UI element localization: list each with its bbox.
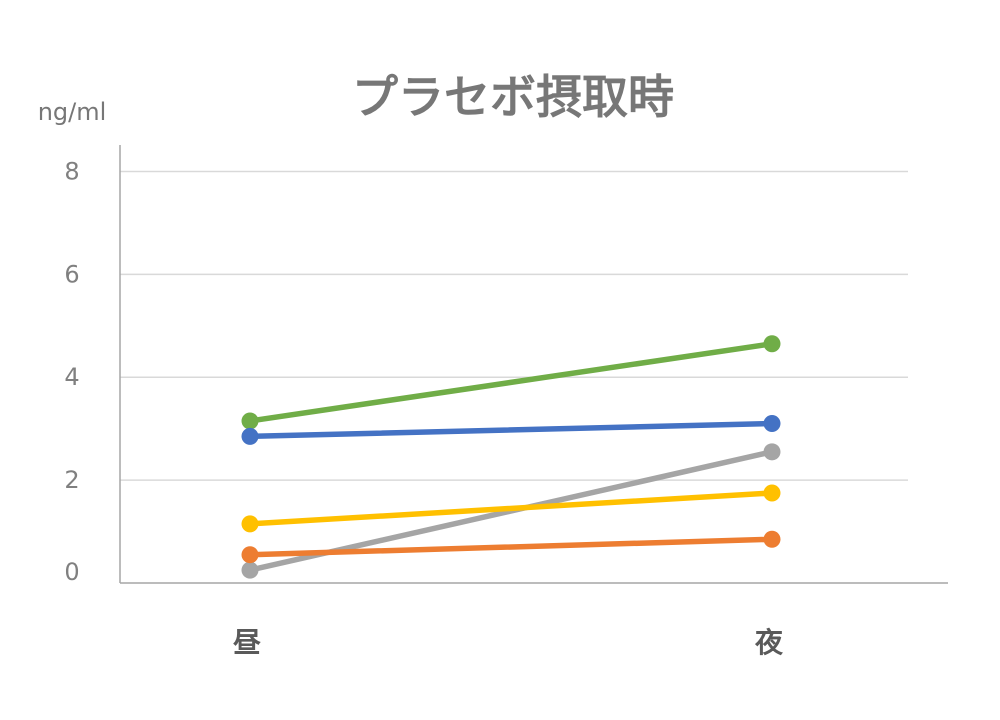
y-tick-label: 8	[64, 157, 79, 185]
series-3	[241, 484, 781, 533]
data-point	[241, 515, 259, 533]
y-tick-label: 6	[64, 260, 79, 288]
series-0	[241, 335, 781, 430]
y-tick-label: 4	[64, 363, 79, 391]
data-point	[763, 443, 781, 461]
data-point	[241, 427, 259, 445]
data-point	[763, 335, 781, 353]
gridlines	[120, 170, 908, 481]
series-line	[247, 490, 775, 527]
y-axis-ticks: 0 2 4 6 8	[64, 157, 79, 586]
series-1	[241, 415, 781, 445]
data-point	[763, 530, 781, 548]
axes	[119, 145, 948, 584]
data-point	[241, 546, 259, 564]
series-4	[241, 530, 781, 564]
data-point	[241, 412, 259, 430]
series-line	[247, 341, 775, 424]
series-line	[247, 536, 775, 558]
series-lines	[241, 335, 781, 579]
x-tick-label: 夜	[754, 626, 784, 659]
data-point	[241, 561, 259, 579]
y-tick-label: 0	[64, 558, 79, 586]
y-tick-label: 2	[64, 466, 79, 494]
series-line	[247, 420, 775, 440]
x-tick-label: 昼	[233, 626, 261, 659]
x-axis-ticks: 昼夜	[233, 626, 784, 659]
data-point	[763, 484, 781, 502]
chart-title: プラセボ摂取時	[352, 70, 674, 124]
y-axis-unit-label: ng/ml	[38, 98, 107, 126]
data-point	[763, 415, 781, 433]
